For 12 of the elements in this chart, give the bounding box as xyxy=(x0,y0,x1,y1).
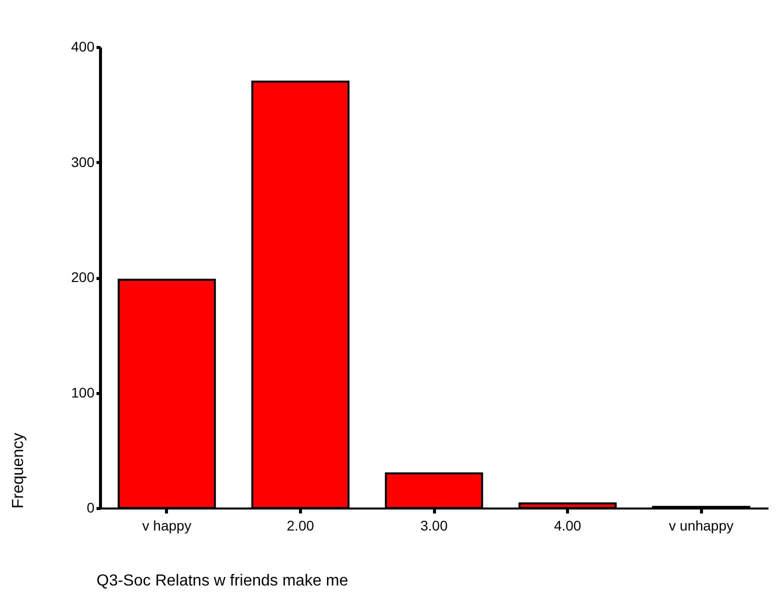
x-tick-label: 3.00 xyxy=(420,518,448,534)
y-tick-label: 400 xyxy=(71,38,95,54)
y-tick-label: 100 xyxy=(71,384,95,400)
y-tick-label: 0 xyxy=(86,500,95,516)
x-tick-label: 2.00 xyxy=(286,518,314,534)
y-tick-label: 300 xyxy=(71,154,95,170)
x-tick-label: v unhappy xyxy=(668,518,734,534)
x-axis-title: Q3-Soc Relatns w friends make me xyxy=(96,572,348,590)
y-tick-label: 200 xyxy=(71,269,95,285)
y-axis-title: Frequency xyxy=(10,432,28,508)
x-tick-label: 4.00 xyxy=(554,518,582,534)
x-tick-label: v happy xyxy=(142,518,192,534)
